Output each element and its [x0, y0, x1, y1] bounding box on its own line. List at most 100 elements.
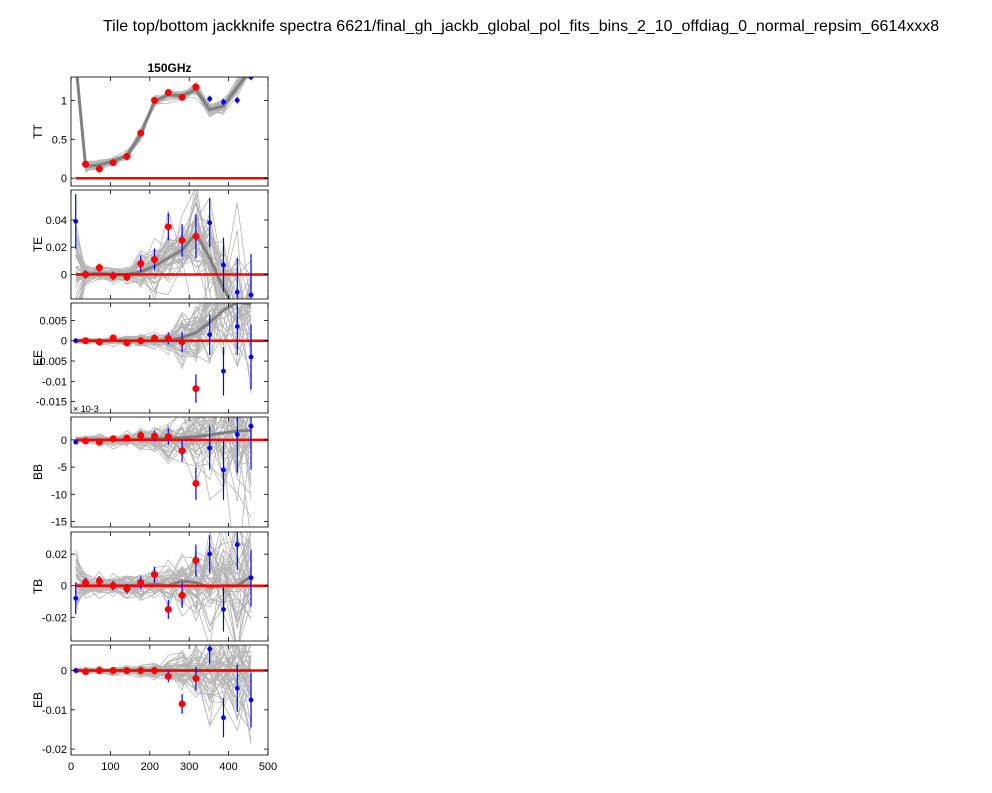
x-tick-label: 200: [141, 761, 159, 773]
sim-realization-line: [76, 77, 246, 171]
y-axis-label: TT: [31, 124, 45, 139]
x-tick-label: 0: [68, 761, 74, 773]
y-tick-label: 1: [61, 95, 67, 107]
y-tick-label: -10: [51, 489, 67, 501]
data-point: [234, 97, 240, 103]
y-tick-label: 0.02: [46, 242, 67, 254]
data-point: [123, 434, 131, 442]
sim-realization-line: [75, 532, 249, 626]
data-point: [109, 159, 117, 167]
data-point: [192, 385, 200, 393]
data-point: [234, 685, 240, 691]
sim-realization-line: [76, 77, 246, 168]
sim-realization-line: [76, 77, 248, 171]
panel-plot-area: [73, 303, 268, 403]
panel-tb: -0.02 0 0.02 TB: [31, 531, 269, 642]
y-tick-label: -5: [57, 462, 67, 474]
sim-realization-line: [75, 560, 252, 623]
y-axis-label: TB: [31, 579, 45, 594]
data-point: [192, 232, 200, 240]
sim-realization-line: [76, 77, 245, 166]
y-tick-label: -0.01: [42, 705, 67, 717]
data-point: [221, 467, 226, 473]
sim-realization-line: [76, 77, 240, 170]
panel-plot-area: [74, 59, 268, 180]
sim-realization-line: [75, 417, 242, 465]
data-point: [150, 96, 159, 104]
panel-plot-area: [73, 190, 268, 299]
panel-frame: [70, 189, 269, 300]
sim-realization-line: [76, 77, 245, 167]
data-point: [82, 668, 90, 676]
data-point: [150, 666, 159, 675]
y-tick-label: 0: [61, 435, 67, 447]
data-point: [248, 354, 254, 360]
data-point: [74, 59, 78, 63]
data-point: [248, 423, 254, 429]
sim-realization-line: [76, 77, 241, 167]
data-point: [164, 334, 172, 342]
data-point: [95, 165, 103, 173]
data-point: [150, 571, 159, 579]
data-point: [234, 431, 240, 437]
data-point: [248, 697, 254, 703]
sim-realization-line: [76, 77, 244, 168]
data-point: [150, 432, 159, 440]
sim-realization-line: [75, 645, 252, 685]
x-tick-label: 100: [101, 761, 119, 773]
data-point: [164, 605, 172, 613]
data-point: [150, 255, 159, 264]
sim-realization-line: [76, 77, 247, 167]
data-point: [207, 332, 213, 338]
sim-realization-line: [76, 77, 250, 168]
data-point: [207, 646, 213, 652]
y-exponent-label: × 10-3: [73, 404, 99, 414]
sim-realization-line: [76, 77, 247, 171]
figure-title: Tile top/bottom jackknife spectra 6621/f…: [103, 18, 940, 35]
data-point: [137, 129, 145, 137]
x-tick-label: 400: [219, 761, 237, 773]
data-point: [82, 437, 90, 445]
data-point: [109, 582, 117, 590]
data-point: [178, 591, 186, 599]
data-point: [137, 431, 145, 440]
data-point: [95, 666, 103, 675]
data-point: [192, 674, 200, 682]
data-point: [82, 337, 90, 345]
data-point: [95, 264, 103, 272]
y-tick-label: -0.015: [36, 397, 67, 409]
sim-realization-line: [75, 234, 234, 299]
x-tick-label: 300: [180, 761, 198, 773]
data-point: [150, 334, 159, 342]
sim-realization-line: [76, 77, 245, 173]
data-point: [109, 334, 117, 342]
data-point: [248, 292, 254, 298]
sim-realization-line: [76, 77, 244, 170]
panel-plot-area: [73, 532, 268, 641]
data-point: [164, 223, 172, 231]
panel-frame: [70, 416, 269, 528]
sim-realization-line: [75, 303, 228, 370]
sim-realization-line: [75, 417, 249, 453]
sim-realization-line: [76, 77, 246, 168]
y-tick-label: 0: [61, 581, 67, 593]
data-point: [95, 577, 103, 585]
panel-plot-area: [73, 417, 268, 527]
sim-realization-line: [76, 77, 242, 169]
panel-plot-area: [73, 645, 268, 745]
data-point: [137, 579, 145, 587]
y-tick-label: -15: [51, 517, 67, 529]
data-point: [164, 433, 172, 441]
data-point: [164, 89, 172, 97]
y-tick-label: 0.5: [52, 134, 67, 146]
data-point: [123, 273, 131, 281]
y-tick-label: 0: [61, 269, 67, 281]
panel-frame: [70, 531, 269, 642]
subplot-title: 150GHz: [147, 61, 191, 75]
data-point: [234, 289, 240, 295]
sim-realization-line: [76, 77, 246, 168]
sim-realization-line: [76, 77, 244, 166]
data-point: [95, 338, 103, 346]
